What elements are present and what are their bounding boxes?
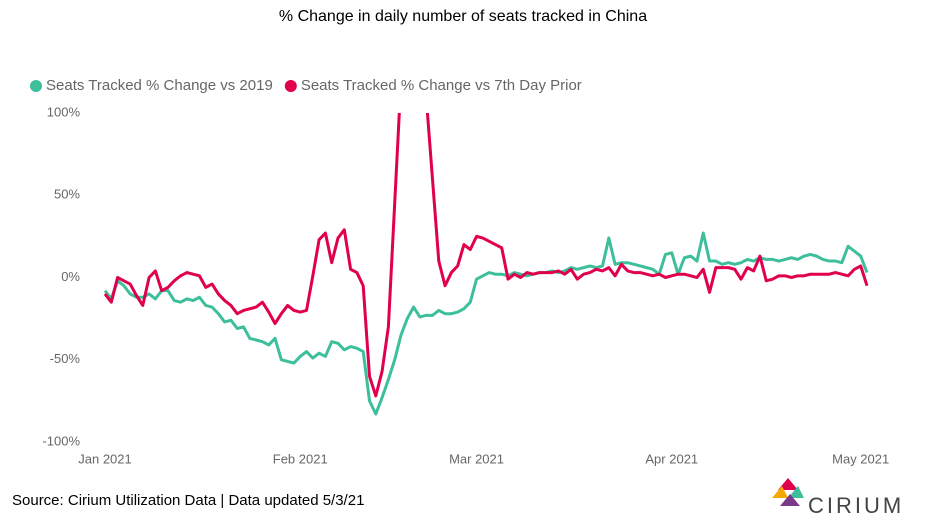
legend-marker (30, 80, 42, 92)
x-tick-label: Mar 2021 (449, 451, 504, 466)
legend-label: Seats Tracked % Change vs 2019 (46, 77, 273, 94)
y-tick-label: -50% (50, 351, 81, 366)
y-tick-label: 0% (61, 269, 80, 284)
plot-area (103, 113, 869, 416)
logo-text: CIRIUM (808, 493, 904, 518)
legend-marker (284, 80, 297, 92)
legend-label: Seats Tracked % Change vs 7th Day Prior (301, 77, 582, 94)
logo-mark (772, 478, 804, 506)
y-tick-label: 50% (54, 187, 80, 202)
series-line (103, 113, 869, 398)
x-tick-label: Feb 2021 (273, 451, 328, 466)
source-note: Source: Cirium Utilization Data | Data u… (12, 492, 364, 509)
x-tick-label: Jan 2021 (78, 451, 132, 466)
x-tick-label: Apr 2021 (645, 451, 698, 466)
y-tick-label: 100% (47, 104, 81, 119)
chart-title: % Change in daily number of seats tracke… (279, 8, 647, 25)
x-tick-label: May 2021 (832, 451, 889, 466)
y-tick-label: -100% (42, 433, 80, 448)
series-line (103, 231, 869, 416)
